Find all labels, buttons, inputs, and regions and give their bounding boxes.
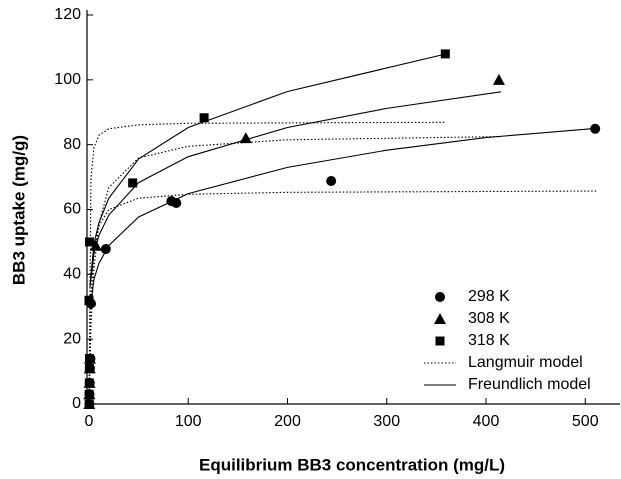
- point: [84, 354, 94, 364]
- legend-label: Freundlich model: [468, 376, 591, 393]
- point: [89, 239, 102, 251]
- model-curve: [89, 91, 501, 288]
- point: [100, 244, 111, 255]
- model-curve: [89, 127, 596, 309]
- point: [440, 49, 450, 59]
- legend-marker: [435, 292, 445, 302]
- point: [84, 295, 94, 305]
- x-tick-label: 200: [274, 413, 301, 430]
- legend-label: 318 K: [468, 332, 510, 349]
- y-tick-label: 20: [63, 330, 81, 347]
- y-tick-label: 40: [63, 266, 81, 283]
- y-tick-label: 100: [54, 71, 81, 88]
- point: [590, 123, 601, 134]
- y-tick-label: 80: [63, 136, 81, 153]
- legend-marker: [435, 336, 445, 346]
- x-tick-label: 400: [473, 413, 500, 430]
- point: [326, 175, 337, 186]
- point: [171, 198, 182, 209]
- point: [492, 73, 505, 85]
- point: [84, 399, 94, 409]
- point: [84, 363, 94, 373]
- x-tick-label: 100: [175, 413, 202, 430]
- legend-label: 298 K: [468, 288, 510, 305]
- legend-label: Langmuir model: [468, 354, 583, 371]
- x-axis-label: Equilibrium BB3 concentration (mg/L): [199, 455, 505, 474]
- x-tick-label: 0: [85, 413, 94, 430]
- x-tick-label: 300: [373, 413, 400, 430]
- y-tick-label: 60: [63, 201, 81, 218]
- y-tick-label: 120: [54, 6, 81, 23]
- model-curve: [88, 190, 598, 405]
- point: [84, 237, 94, 247]
- legend-marker: [434, 313, 446, 324]
- model-curve: [89, 53, 447, 286]
- y-axis-label: BB3 uptake (mg/g): [9, 135, 28, 285]
- x-tick-label: 500: [572, 413, 599, 430]
- point: [128, 178, 138, 188]
- point: [84, 378, 94, 388]
- point: [199, 113, 209, 123]
- legend-label: 308 K: [468, 310, 510, 327]
- point: [84, 389, 94, 399]
- model-curve: [88, 136, 501, 405]
- y-tick-label: 0: [72, 395, 81, 412]
- point: [239, 132, 252, 144]
- model-curve: [88, 121, 447, 405]
